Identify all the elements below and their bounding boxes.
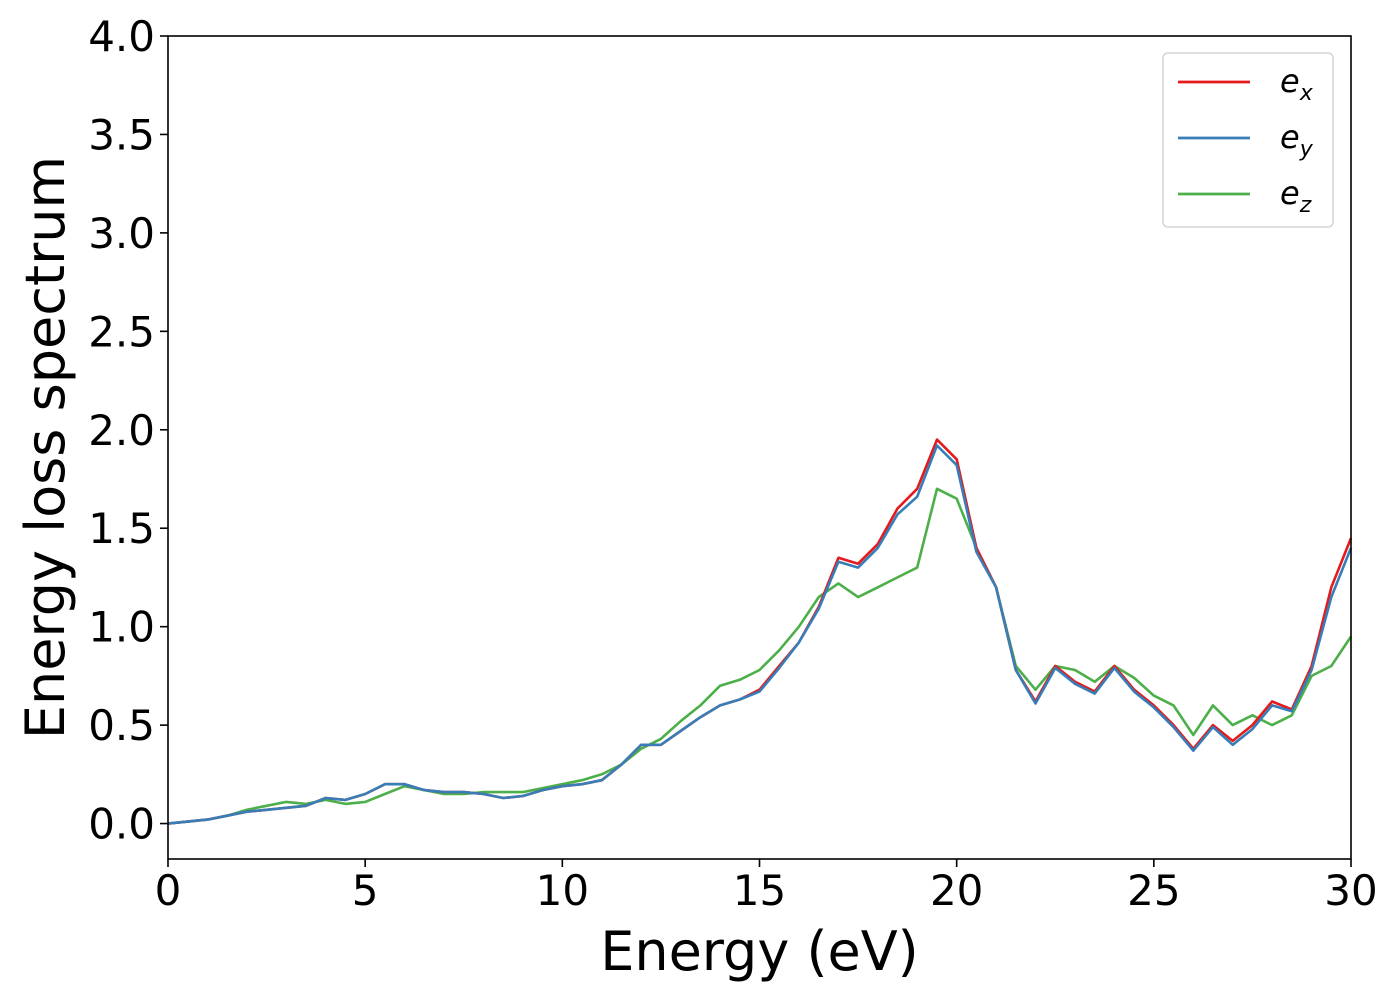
series-layer [167,438,1353,825]
y-tick-label: 1.5 [88,504,155,553]
y-tick-label: 0.0 [88,800,155,849]
x-axis-ticks: 0 5 10 15 20 25 30 [155,859,1378,915]
x-tick-label: 0 [155,866,182,915]
legend-label-base: e [1280,62,1300,100]
plot-background [168,36,1351,859]
y-tick-label: 3.0 [88,209,155,258]
legend-label-base: e [1280,174,1300,212]
x-tick-label: 5 [352,866,379,915]
x-tick-label: 30 [1324,866,1377,915]
y-axis-label: Energy loss spectrum [14,156,77,739]
legend-label-subscript: z [1299,193,1312,218]
y-axis-ticks: 0.0 0.5 1.0 1.5 2.0 2.5 3.0 3.5 4.0 [88,12,168,849]
y-tick-label: 3.5 [88,110,155,159]
series-line-ez [167,487,1353,825]
x-tick-label: 20 [930,866,983,915]
series-line-ey [167,444,1353,825]
x-axis-label: Energy (eV) [600,920,919,983]
legend-label-base: e [1280,118,1300,156]
x-tick-label: 10 [536,866,589,915]
legend-label-ez: ez [1280,174,1312,218]
legend-label-subscript: y [1299,137,1314,162]
legend-frame [1162,52,1334,228]
y-tick-label: 2.5 [88,307,155,356]
x-tick-label: 15 [733,866,786,915]
legend-label-subscript: x [1299,81,1314,106]
legend-label-ey: ey [1280,118,1314,162]
y-tick-label: 2.0 [88,406,155,455]
legend-label-ex: ex [1280,62,1314,106]
y-tick-label: 1.0 [88,603,155,652]
y-tick-label: 4.0 [88,12,155,61]
x-tick-label: 25 [1127,866,1180,915]
y-tick-label: 0.5 [88,701,155,750]
